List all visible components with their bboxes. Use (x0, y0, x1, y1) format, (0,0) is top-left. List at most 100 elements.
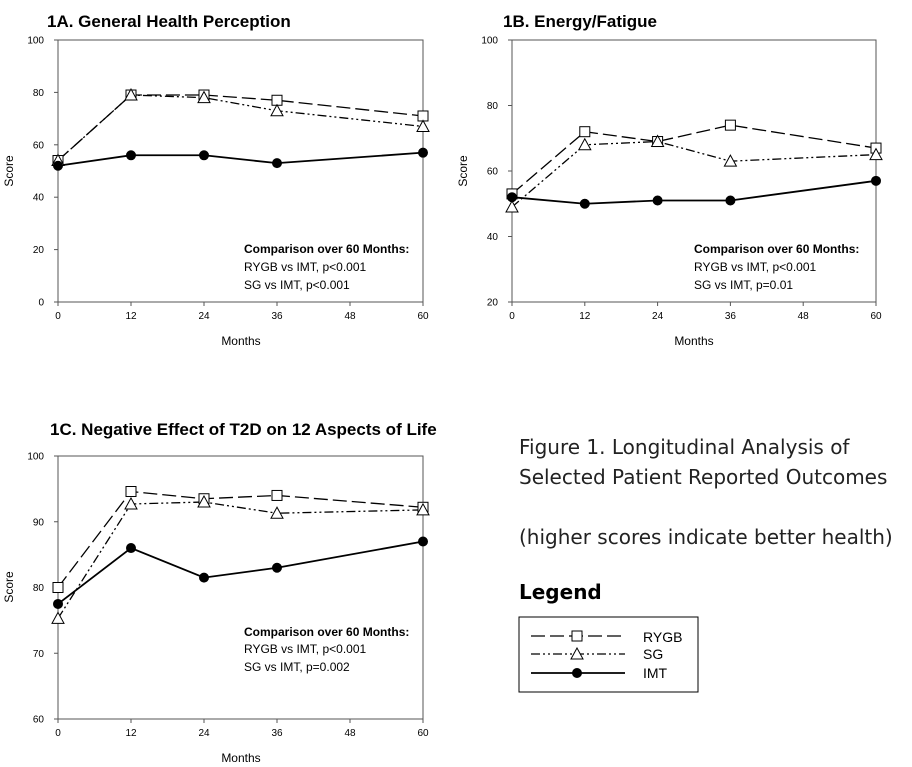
panel-1a-point-imt (126, 150, 136, 161)
panel-1b-point-imt (725, 195, 736, 206)
panel-1b-title: 1B. Energy/Fatigue (503, 12, 657, 31)
panel-1c-x-axis-label: Months (221, 751, 260, 765)
panel-1b-energy-fatigue: 1B. Energy/Fatigue Months Score Comparis… (456, 12, 883, 348)
panel-1a-comparison-heading: Comparison over 60 Months: (244, 242, 409, 256)
panel-1b-comparison-rygb: RYGB vs IMT, p<0.001 (694, 260, 816, 274)
legend-label-imt: IMT (643, 665, 668, 681)
panel-1c-comparison-rygb: RYGB vs IMT, p<0.001 (244, 642, 366, 656)
legend: Legend RYGB SG IMT (518, 580, 699, 693)
panel-1b-x-tick-label: 12 (579, 311, 591, 322)
panel-1a-x-tick-label: 0 (55, 311, 61, 322)
panel-1c-point-imt (272, 562, 282, 573)
legend-label-rygb: RYGB (643, 629, 682, 645)
panel-1b-series-line-sg (511, 140, 877, 208)
panel-1c-point-imt (418, 536, 428, 547)
panel-1b-x-tick-label: 36 (725, 311, 737, 322)
panel-1c-y-tick-label: 70 (33, 649, 45, 660)
legend-marker-rygb (571, 630, 583, 642)
panel-1b-y-tick-label: 100 (481, 36, 498, 47)
panel-1c-x-tick-label: 0 (55, 728, 61, 739)
caption-note: (higher scores indicate better health) (519, 525, 893, 549)
panel-1a-point-imt (272, 158, 282, 169)
panel-1b-point-rygb (724, 119, 736, 131)
panel-1a-y-tick-label: 100 (27, 36, 44, 47)
panel-1c-point-rygb (125, 486, 137, 498)
panel-1b-x-tick-label: 24 (652, 311, 664, 322)
panel-1b-y-tick-label: 60 (487, 167, 499, 178)
panel-1b-series-line-rygb (511, 124, 877, 195)
panel-1a-x-tick-label: 12 (125, 311, 137, 322)
panel-1c-series-line-sg (57, 501, 424, 619)
panel-1c-x-tick-label: 48 (344, 728, 356, 739)
panel-1b-x-tick-label: 48 (798, 311, 810, 322)
panel-1c-point-sg (270, 506, 284, 519)
panel-1a-x-axis-label: Months (221, 334, 260, 348)
panel-1c-x-tick-label: 24 (198, 728, 210, 739)
panel-1b-point-sg (577, 137, 592, 151)
panel-1c-point-sg (416, 502, 430, 516)
panel-1a-comparison-rygb: RYGB vs IMT, p<0.001 (244, 260, 366, 274)
panel-1c-y-tick-label: 100 (27, 452, 44, 463)
panel-1c-comparison-sg: SG vs IMT, p=0.002 (244, 660, 350, 674)
panel-1c-point-imt (126, 543, 136, 554)
panel-1b-y-tick-label: 40 (487, 232, 499, 243)
panel-1c-point-sg (197, 494, 211, 508)
panel-1b-x-tick-label: 0 (509, 311, 515, 322)
panel-1c-point-sg (51, 611, 65, 624)
panel-1a-y-tick-label: 80 (33, 88, 45, 99)
panel-1b-y-tick-label: 80 (487, 101, 499, 112)
panel-1a-y-axis-label: Score (2, 155, 16, 187)
panel-1b-y-tick-label: 20 (487, 298, 499, 309)
panel-1b-x-axis-label: Months (674, 334, 713, 348)
panel-1b-point-sg (505, 199, 519, 213)
panel-1c-comparison-heading: Comparison over 60 Months: (244, 625, 409, 639)
panel-1a-x-tick-label: 36 (271, 311, 283, 322)
panel-1a-point-imt (199, 150, 209, 161)
panel-1c-y-tick-label: 60 (33, 715, 45, 726)
panel-1c-x-tick-label: 60 (417, 728, 429, 739)
panel-1c-point-rygb (52, 582, 64, 593)
panel-1a-x-tick-label: 24 (198, 311, 210, 322)
panel-1b-point-sg (723, 154, 738, 167)
panel-1b-point-rygb (579, 126, 591, 138)
panel-1a-point-sg (197, 90, 211, 104)
panel-1b-point-imt (507, 192, 517, 203)
panel-1b-point-imt (871, 175, 881, 186)
panel-1c-point-imt (53, 598, 63, 609)
panel-1a-y-tick-label: 60 (33, 140, 45, 151)
panel-1a-comparison-sg: SG vs IMT, p<0.001 (244, 278, 350, 292)
panel-1a-point-sg (124, 87, 138, 101)
panel-1a-point-imt (418, 147, 428, 158)
panel-1b-point-sg (650, 134, 665, 148)
panel-1b-y-axis-label: Score (456, 155, 470, 187)
panel-1a-y-tick-label: 40 (33, 193, 45, 204)
panel-1a-point-sg (270, 103, 284, 117)
panel-1b-point-sg (869, 147, 883, 161)
panel-1a-title: 1A. General Health Perception (47, 12, 291, 31)
legend-title: Legend (519, 580, 602, 604)
panel-1c-y-axis-label: Score (2, 571, 16, 603)
legend-box (518, 616, 699, 693)
panel-1a-y-tick-label: 20 (33, 245, 45, 256)
panel-1c-y-tick-label: 90 (33, 517, 45, 528)
panel-1c-negative-effect-t2d: 1C. Negative Effect of T2D on 12 Aspects… (2, 420, 437, 765)
panel-1a-plot-frame (57, 39, 424, 303)
legend-marker-sg (570, 646, 584, 660)
panel-1a-general-health: 1A. General Health Perception Months Sco… (2, 12, 430, 348)
panel-1a-x-tick-label: 48 (344, 311, 356, 322)
panel-1b-point-imt (652, 195, 663, 206)
panel-1c-x-tick-label: 36 (271, 728, 283, 739)
panel-1c-y-tick-label: 80 (33, 583, 45, 594)
caption-line-1: Figure 1. Longitudinal Analysis of (519, 435, 850, 459)
panel-1c-point-rygb (271, 489, 283, 501)
panel-1b-point-imt (579, 198, 590, 209)
legend-marker-imt (572, 668, 582, 678)
panel-1a-x-tick-label: 60 (417, 311, 429, 322)
panel-1b-comparison-heading: Comparison over 60 Months: (694, 242, 859, 256)
panel-1c-point-imt (199, 572, 209, 583)
panel-1c-point-sg (124, 496, 138, 510)
panel-1a-point-imt (53, 160, 63, 171)
panel-1c-title: 1C. Negative Effect of T2D on 12 Aspects… (50, 420, 437, 439)
panel-1b-x-tick-label: 60 (870, 311, 882, 322)
